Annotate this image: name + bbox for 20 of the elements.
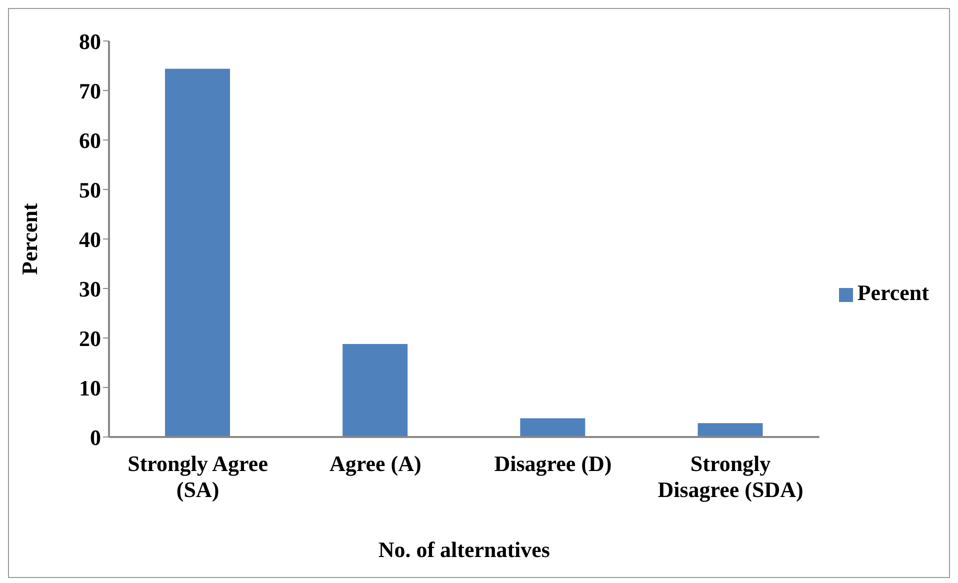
y-tick-label: 50	[79, 177, 101, 202]
legend-label: Percent	[857, 280, 929, 305]
y-tick-label: 40	[79, 226, 101, 252]
y-tick-label: 20	[79, 326, 101, 351]
x-tick-label: Disagree (D)	[494, 451, 612, 476]
y-tick-label: 60	[79, 128, 101, 153]
y-tick-label: 10	[79, 375, 101, 400]
bar	[165, 68, 230, 437]
x-tick-label: Strongly Agree (SA)	[128, 451, 268, 502]
y-tick-label: 80	[79, 28, 101, 54]
y-axis-title: Percent	[16, 202, 42, 275]
y-tick-label: 70	[79, 78, 101, 104]
bar	[698, 423, 763, 437]
x-tick-label: Strongly Disagree (SDA)	[658, 451, 804, 502]
y-tick-label: 0	[90, 424, 101, 450]
y-tick-label: 30	[79, 276, 101, 302]
bar	[520, 418, 586, 437]
bar	[342, 344, 408, 437]
x-tick-label: Agree (A)	[329, 451, 422, 476]
x-axis-title: No. of alternatives	[378, 537, 550, 562]
